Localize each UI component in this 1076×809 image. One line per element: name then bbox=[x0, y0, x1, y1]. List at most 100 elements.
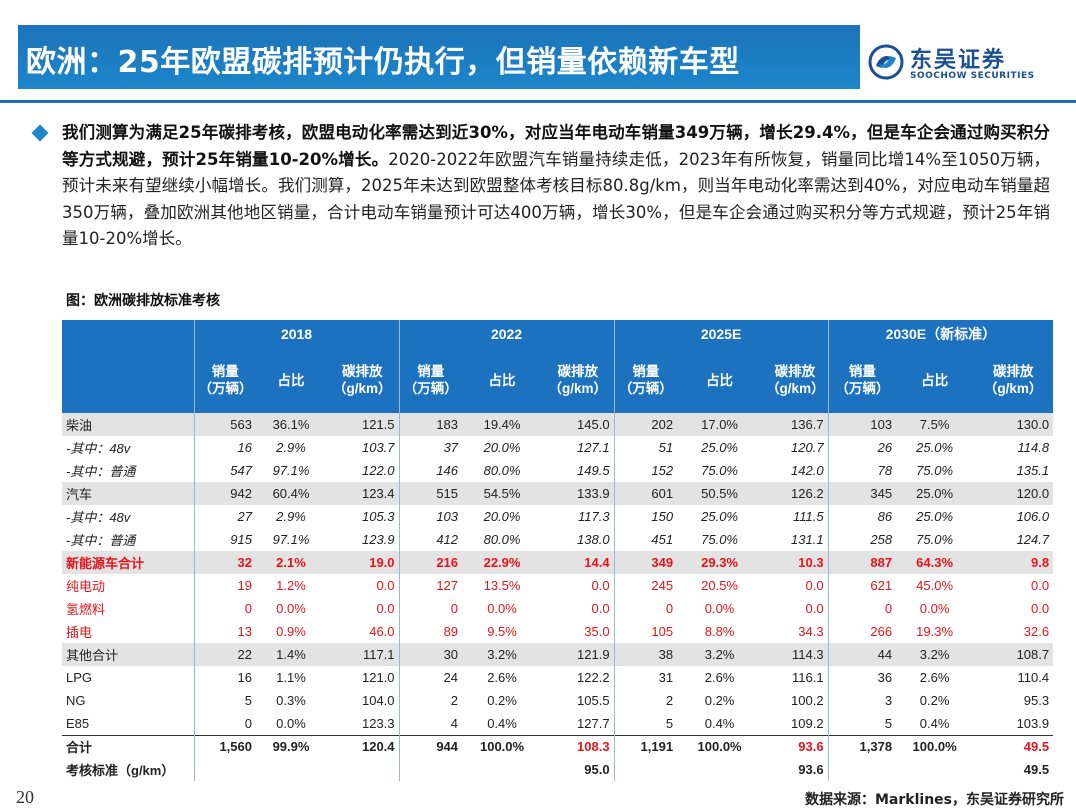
table-cell: 38 bbox=[613, 643, 678, 666]
table-cell: 114.8 bbox=[1017, 440, 1050, 455]
subheader-corner bbox=[62, 347, 194, 413]
table-cell: 146 bbox=[398, 459, 463, 482]
row-label: 柴油 bbox=[62, 413, 194, 436]
table-cell: 3.2% bbox=[896, 643, 974, 666]
table-cell: 109.2 bbox=[791, 715, 824, 731]
column-subheader: 碳排放 （g/km） bbox=[973, 347, 1054, 413]
table-cell: 0.0 bbox=[376, 578, 395, 593]
table-cell: 0 bbox=[613, 597, 678, 620]
table-cell: 75.0% bbox=[701, 463, 738, 478]
page-title: 欧洲：25年欧盟碳排预计仍执行，但销量依赖新车型 bbox=[26, 45, 740, 80]
column-subheader: 碳排放 （g/km） bbox=[762, 347, 829, 413]
table-cell: 50.5% bbox=[677, 482, 763, 505]
table-cell: 0.0 bbox=[1031, 578, 1050, 593]
table-cell: 0.3% bbox=[276, 693, 306, 708]
table-cell: 9.5% bbox=[487, 624, 517, 639]
table-cell: 5 bbox=[193, 689, 256, 712]
column-subheader: 占比 bbox=[256, 347, 326, 413]
table-cell: 25.0% bbox=[896, 482, 974, 505]
table-cell: 0.4% bbox=[487, 715, 517, 731]
table-cell: 64.3% bbox=[896, 551, 974, 574]
table-cell: 0.0% bbox=[276, 715, 306, 731]
table-cell: 13 bbox=[193, 620, 256, 643]
row-label: 考核标准（g/km） bbox=[66, 763, 175, 778]
table-cell bbox=[193, 758, 256, 781]
table-row: NG 5 0.3% 104.0 2 0.2% 105.5 2 0.2% 100.2 3 0.2% 95.… bbox=[62, 689, 1053, 712]
table-cell: 103.7 bbox=[361, 440, 395, 455]
company-logo: 东吴证券 SOOCHOW SECURITIES bbox=[868, 38, 1068, 90]
table-cell: 0.2% bbox=[704, 693, 735, 708]
table-cell: 515 bbox=[398, 482, 463, 505]
table-cell: 0.0 bbox=[591, 578, 610, 593]
table-cell: 0.0% bbox=[919, 601, 950, 616]
table-cell: 19.3% bbox=[916, 624, 954, 639]
column-subheader: 碳排放 （g/km） bbox=[326, 347, 400, 413]
table-cell: 24 bbox=[398, 666, 463, 689]
table-cell: 49.5 bbox=[973, 734, 1054, 758]
logo-chinese-name: 东吴证券 bbox=[910, 48, 1007, 73]
table-cell: 75.0% bbox=[701, 532, 738, 547]
table-cell: 16 bbox=[193, 666, 256, 689]
table-cell: 89 bbox=[398, 620, 463, 643]
figure-caption: 图：欧洲碳排放标准考核 bbox=[66, 293, 220, 309]
table-row: -其中：48v 16 2.9% 103.7 37 20.0% 127.1 51 25.0% 120… bbox=[62, 436, 1053, 459]
row-label: 新能源车合计 bbox=[62, 551, 194, 574]
table-cell: 0 bbox=[398, 597, 463, 620]
table-cell: 621 bbox=[827, 574, 897, 597]
table-cell: 124.7 bbox=[1016, 532, 1050, 547]
table-cell: 31 bbox=[613, 666, 678, 689]
table-cell: 1.1% bbox=[276, 670, 306, 685]
table-cell: 49.5 bbox=[1023, 762, 1050, 777]
column-subheader: 占比 bbox=[462, 347, 543, 413]
table-cell: 80.0% bbox=[483, 532, 521, 547]
table-cell: 103.9 bbox=[1016, 715, 1050, 731]
table-cell: 2 bbox=[613, 689, 678, 712]
table-cell: 116.1 bbox=[792, 670, 824, 685]
row-label: -其中：48v bbox=[66, 510, 131, 525]
page-number: 20 bbox=[16, 787, 34, 807]
table-cell: 121.0 bbox=[361, 670, 395, 685]
table-cell: 126.2 bbox=[762, 482, 829, 505]
table-row: 新能源车合计 32 2.1% 19.0 216 22.9% 14.4 349 29.3% 10.3… bbox=[62, 551, 1054, 574]
table-cell: 3.2% bbox=[462, 643, 543, 666]
table-cell: 106.0 bbox=[1016, 509, 1050, 524]
row-label: -其中：48v bbox=[66, 441, 131, 456]
table-cell: 183 bbox=[398, 413, 463, 436]
table-cell: 45.0% bbox=[916, 578, 954, 593]
table-row: -其中：普通 547 97.1% 122.0 146 80.0% 149.5 152 75.0%… bbox=[62, 459, 1053, 482]
table-cell: 0.0 bbox=[591, 601, 610, 616]
row-label: LPG bbox=[66, 670, 93, 685]
table-cell: 103 bbox=[827, 413, 897, 436]
page-header: 欧洲：25年欧盟碳排预计仍执行，但销量依赖新车型 东吴证券 SOOCHOW SE… bbox=[0, 0, 1076, 106]
table-cell: 117.1 bbox=[326, 643, 400, 666]
table-cell: 110.4 bbox=[1017, 670, 1050, 685]
table-cell: 117.3 bbox=[577, 509, 610, 524]
table-cell: 108.3 bbox=[542, 734, 615, 758]
table-cell: 0.0 bbox=[805, 601, 824, 616]
table-cell: 2.6% bbox=[487, 670, 517, 685]
table-cell: 25.0% bbox=[916, 509, 954, 524]
table-cell: 44 bbox=[827, 643, 897, 666]
table-cell: 35.0 bbox=[584, 624, 610, 639]
table-cell: 99.9% bbox=[256, 734, 326, 758]
table-cell: 30 bbox=[398, 643, 463, 666]
table-cell: 0.0% bbox=[276, 601, 306, 616]
table-cell: 100.0% bbox=[677, 734, 763, 758]
table-cell: 8.8% bbox=[704, 624, 735, 639]
table-cell: 75.0% bbox=[916, 532, 954, 547]
table-cell bbox=[896, 758, 973, 781]
table-cell: 10.3 bbox=[762, 551, 829, 574]
table-cell: 123.3 bbox=[361, 715, 395, 731]
table-cell: 0 bbox=[193, 597, 256, 620]
table-cell: 0.4% bbox=[919, 715, 950, 731]
table-cell: 27 bbox=[193, 505, 256, 528]
year-header: 2025E bbox=[613, 320, 829, 347]
table-cell bbox=[827, 758, 897, 781]
table-cell: 0.9% bbox=[276, 624, 306, 639]
table-cell: 349 bbox=[613, 551, 678, 574]
table-cell: 114.3 bbox=[762, 643, 829, 666]
table-cell: 60.4% bbox=[256, 482, 326, 505]
table-cell: 131.1 bbox=[791, 532, 824, 547]
table-cell bbox=[677, 758, 762, 781]
table-cell: 3.2% bbox=[677, 643, 763, 666]
